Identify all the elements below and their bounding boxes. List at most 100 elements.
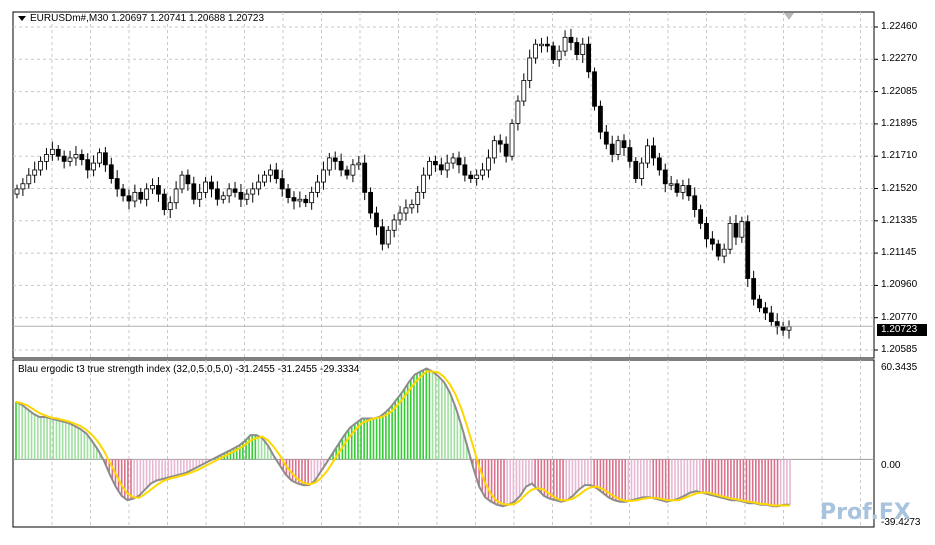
candle-body [509,123,515,157]
candle-body [686,185,692,197]
price-tick-label: 1.21710 [881,150,918,162]
candle-body [197,191,203,200]
candle-body [191,183,197,200]
candle-body [568,36,574,43]
candle-body [273,169,279,179]
candle-body [385,229,391,245]
candle-body [226,188,232,197]
candle-body [586,43,592,73]
candle-body [544,43,550,47]
chevron-down-icon[interactable] [18,15,26,21]
price-tick-label: 1.21335 [881,214,918,226]
candle-body [704,222,709,240]
candle-body [521,80,527,102]
candle-body [745,221,751,279]
current-price-label: 1.20723 [877,324,927,336]
candle-body [615,140,621,155]
candle-body [120,188,126,197]
candle-body [503,143,509,157]
candle-body [167,202,173,211]
candle-body [14,188,20,195]
candle-body [550,45,556,61]
candle-body [468,174,474,179]
candle-body [768,312,774,322]
candle-body [533,43,538,59]
candle-body [609,143,615,155]
candle-body [79,154,85,161]
candle-body [326,157,332,171]
candle-body [786,326,792,331]
candle-body [309,191,315,204]
candle-body [450,157,456,164]
candle-body [61,155,67,162]
candle-body [403,207,409,214]
price-grid [13,12,878,358]
candle-body [303,198,309,204]
candle-body [639,162,645,179]
candle-body [179,174,185,190]
candle-body [515,100,521,124]
candle-body [751,278,757,300]
candle-body [427,160,432,176]
price-pane[interactable] [12,11,875,359]
signal-line [15,370,790,507]
candle-body [645,145,650,164]
price-tick-label: 1.22460 [881,21,918,32]
candle-body [763,307,768,314]
price-tick-label: 1.20770 [881,311,918,323]
candle-body [220,195,226,200]
candle-body [727,222,733,250]
candle-body [203,181,208,193]
candle-body [651,145,656,159]
candle-body [344,169,350,176]
candle-body [603,131,609,145]
candle-body [85,159,91,171]
candle-body [338,160,344,171]
indicator-top-label: 60.3435 [881,362,918,373]
candle-body [209,181,214,190]
candle-body [250,188,256,195]
candle-body [268,169,273,176]
symbol-title-text: EURUSDm#,M30 1.20697 1.20741 1.20688 1.2… [30,13,265,24]
price-tick-label: 1.21145 [881,247,917,259]
candle-body [415,191,421,205]
candle-body [621,140,627,148]
candle-body [297,198,303,202]
candle-body [38,160,43,171]
candle-body [362,162,368,193]
candle-body [173,188,179,204]
candle-body [262,174,267,183]
candle-body [662,169,668,185]
candle-body [161,193,167,211]
indicator-lines [15,367,790,508]
candle-body [656,157,662,171]
candle-body [739,221,745,238]
candle-body [409,204,415,209]
watermark-logo: Prof.FX [820,500,911,525]
candle-body [108,164,114,179]
candle-body [562,36,568,52]
candle-body [144,188,150,200]
candle-body [214,188,220,200]
candle-body [138,191,144,200]
candle-body [556,50,562,61]
candle-body [232,188,238,193]
candle-body [474,174,480,179]
price-tick-label: 1.20585 [881,344,918,355]
candle-body [692,195,698,211]
candle-body [55,148,61,157]
candle-body [698,209,704,224]
candle-body [438,164,444,171]
candle-body [114,178,120,190]
candle-body [332,157,338,162]
candle-body [421,174,427,193]
candle-body [132,191,138,202]
candle-body [315,181,320,193]
candle-body [397,212,403,221]
price-tick-label: 1.22270 [881,53,918,65]
price-tick-label: 1.21895 [881,117,918,129]
candle-body [774,321,780,328]
chart-shift-marker[interactable] [784,13,794,20]
